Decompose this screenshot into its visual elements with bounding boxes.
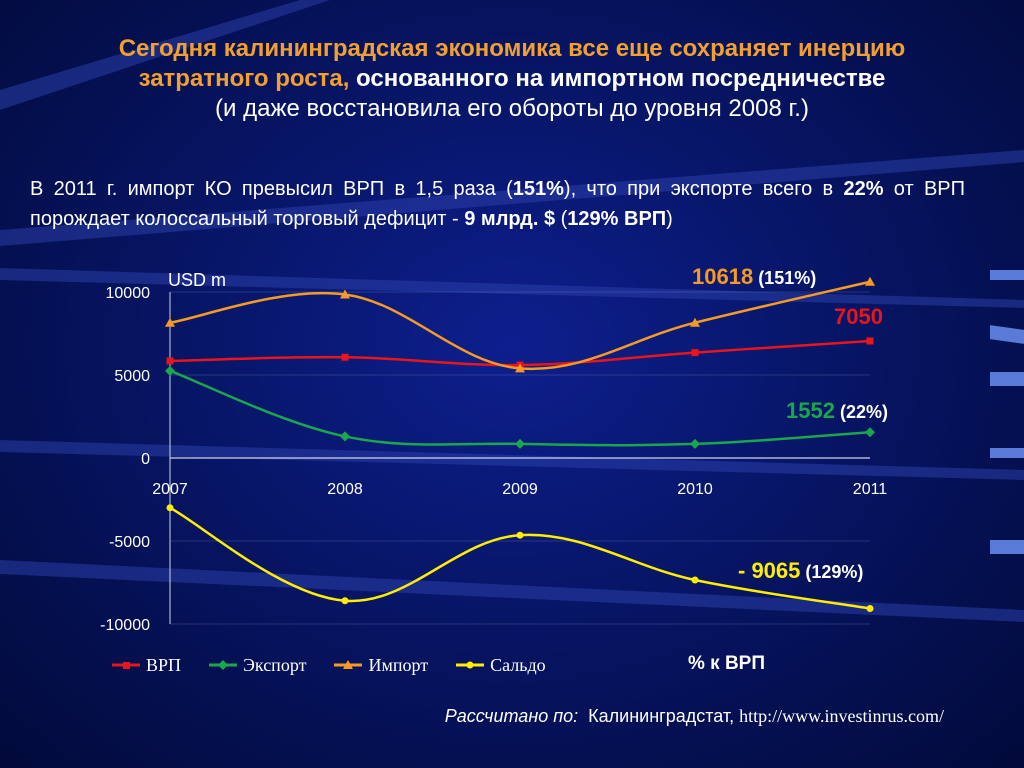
series-0-point-1 — [341, 353, 349, 361]
legend-label: ВРП — [146, 654, 182, 675]
series-2-point-3 — [690, 317, 700, 327]
annotation-0: 10618 (151%) — [692, 264, 816, 289]
series-0-point-4 — [866, 337, 874, 345]
annotation-3: - 9065 (129%) — [738, 558, 863, 583]
y-tick-label: 5000 — [114, 368, 150, 385]
para-bold-4: 129% ВРП — [567, 208, 667, 230]
series-line-2 — [169, 280, 871, 371]
para-bold-1: 151% — [512, 178, 564, 200]
para-text-4: ( — [555, 208, 568, 230]
source-note: Рассчитано по: Калининградстат, http://w… — [0, 706, 944, 727]
series-3-point-3 — [691, 576, 699, 584]
source-text: Калининградстат, — [588, 706, 740, 726]
slide-title: Сегодня калининградская экономика все ещ… — [40, 34, 984, 124]
x-tick-label: 2008 — [327, 481, 363, 498]
legend-item-0: ВРП — [110, 655, 181, 676]
title-line-3: (и даже восстановила его обороты до уров… — [215, 95, 809, 122]
annotation-1: 7050 — [834, 304, 883, 329]
series-1-point-4 — [865, 427, 875, 438]
series-1-point-0 — [165, 365, 175, 376]
series-1-point-2 — [515, 438, 525, 449]
series-0-point-0 — [166, 357, 174, 365]
x-tick-label: 2009 — [502, 481, 538, 498]
series-1-point-1 — [340, 431, 350, 442]
x-tick-label: 2010 — [677, 481, 713, 498]
line-chart: 10000 5000 0 -5000 -10000 2007 2008 2009 2010 201… — [100, 264, 888, 634]
series-3-point-1 — [341, 597, 349, 605]
legend-item-3: Сальдо — [454, 655, 546, 676]
series-3-point-4 — [866, 604, 874, 612]
title-line-1: Сегодня калининградская экономика все ещ… — [118, 35, 906, 62]
annotation-2: 1552 (22%) — [786, 398, 888, 423]
y-tick-label: -5000 — [109, 534, 150, 551]
series-2-point-0 — [165, 317, 175, 327]
legend-label: Экспорт — [243, 654, 307, 675]
x-tick-label: 2011 — [853, 481, 888, 498]
legend-label: Сальдо — [490, 654, 546, 675]
legend-swatch — [456, 661, 485, 669]
para-text-3: от ВРП порождает колоссальный торговый д… — [30, 178, 965, 230]
chart-legend: ВРП Экспорт Импорт Сальдо — [110, 652, 572, 678]
para-bold-3: 9 млрд. $ — [464, 208, 556, 230]
pct-of-grp-label: % к ВРП — [688, 653, 766, 674]
series-2-point-2 — [515, 363, 525, 373]
series-0-point-3 — [691, 349, 699, 357]
y-tick-label: 0 — [141, 451, 150, 468]
legend-swatch — [112, 662, 140, 669]
para-text-2: ), что при экспорте всего в — [563, 178, 844, 200]
legend-item-1: Экспорт — [207, 655, 306, 676]
series-3-point-0 — [166, 504, 174, 512]
series-line-0 — [169, 339, 871, 367]
series-2-point-1 — [340, 289, 350, 299]
title-line-2-white: основанного на импортном посредничестве — [356, 65, 886, 92]
legend-item-2: Импорт — [332, 655, 428, 676]
series-1-point-3 — [690, 438, 700, 449]
series-line-1 — [169, 369, 871, 447]
summary-paragraph: В 2011 г. импорт КО превысил ВРП в 1,5 р… — [30, 174, 965, 234]
source-url[interactable]: http://www.investinrus.com/ — [739, 706, 944, 726]
title-line-2-orange: затратного роста, — [138, 65, 357, 92]
y-tick-label: -10000 — [100, 617, 150, 634]
para-bold-2: 22% — [843, 178, 884, 200]
series-2-point-4 — [865, 276, 875, 286]
x-tick-label: 2007 — [152, 481, 188, 498]
series-3-point-2 — [516, 531, 524, 539]
para-text-5: ) — [666, 208, 673, 230]
y-tick-label: 10000 — [106, 285, 151, 302]
source-label: Рассчитано по: — [444, 706, 579, 726]
legend-swatch — [334, 660, 363, 669]
para-text-1: В 2011 г. импорт КО превысил ВРП в 1,5 р… — [30, 178, 513, 200]
legend-label: Импорт — [368, 654, 429, 675]
legend-swatch — [209, 660, 238, 670]
unit-label: USD m — [168, 270, 226, 290]
